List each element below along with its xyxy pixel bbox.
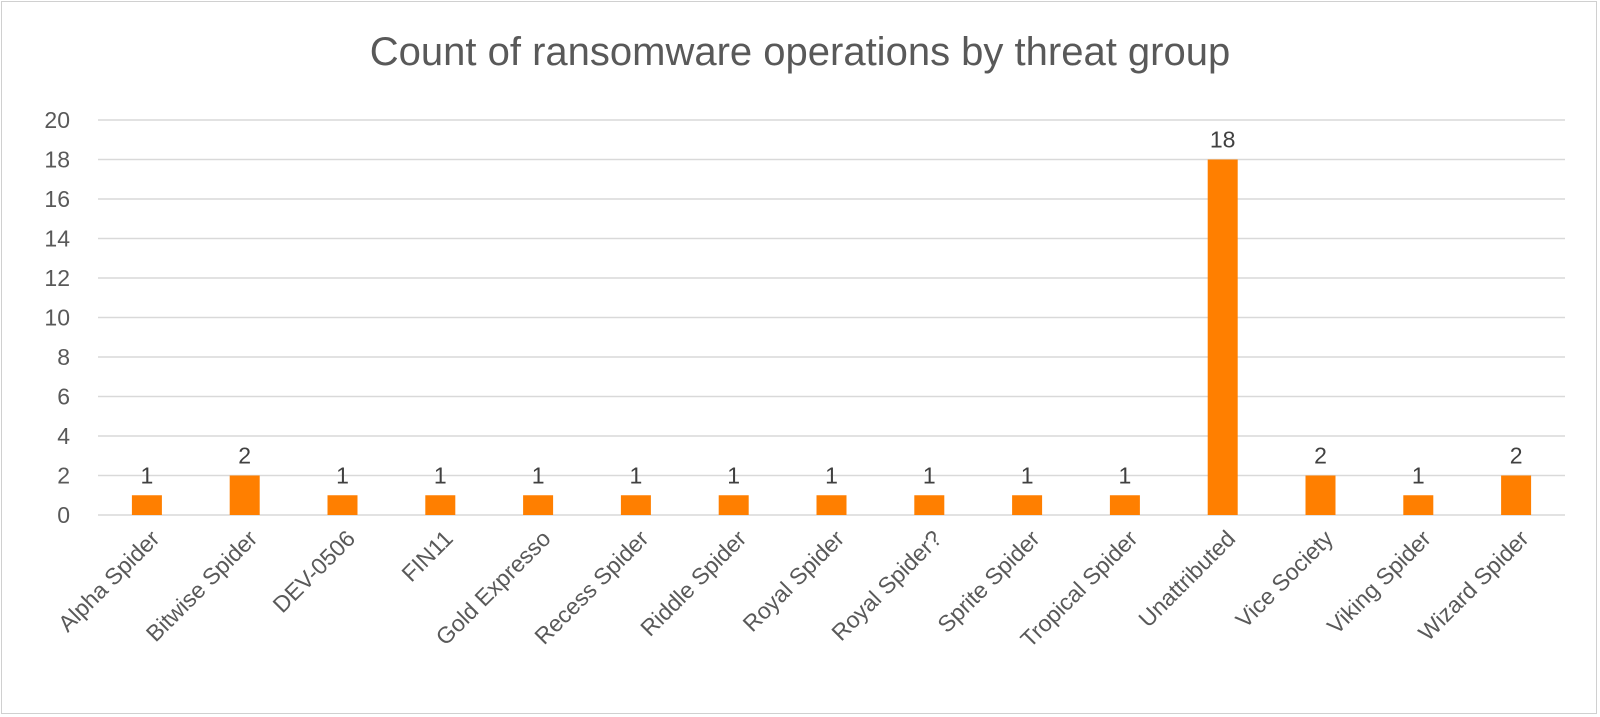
y-tick-label: 2: [57, 463, 70, 489]
data-label: 2: [238, 443, 251, 469]
data-label: 1: [434, 462, 447, 488]
bar: [131, 495, 162, 515]
gridlines: [98, 119, 1565, 516]
data-label: 1: [1021, 462, 1034, 488]
bar: [523, 495, 554, 515]
y-axis-ticks: 0 2 4 6 8 10 12 14 16 18 20: [44, 107, 70, 528]
data-label: 1: [923, 462, 936, 488]
data-label: 1: [1119, 462, 1132, 488]
data-label: 1: [336, 462, 349, 488]
data-label: 1: [630, 462, 643, 488]
y-tick-label: 8: [57, 344, 70, 370]
data-label: 1: [1412, 462, 1425, 488]
data-label: 1: [141, 462, 154, 488]
bar: [620, 495, 651, 515]
y-tick-label: 12: [44, 265, 70, 291]
category-label: Vice Society: [1230, 525, 1338, 633]
bar: [1501, 475, 1532, 515]
data-label: 2: [1314, 443, 1327, 469]
bars: [131, 159, 1532, 515]
y-tick-label: 16: [44, 186, 70, 212]
category-label: Unattributed: [1133, 525, 1240, 632]
bar: [1109, 495, 1140, 515]
bar: [229, 475, 260, 515]
bar: [1305, 475, 1336, 515]
bar: [914, 495, 945, 515]
bar: [816, 495, 847, 515]
bar: [1012, 495, 1043, 515]
data-label: 1: [727, 462, 740, 488]
bar: [1403, 495, 1434, 515]
chart-title: Count of ransomware operations by threat…: [369, 30, 1231, 74]
data-label: 18: [1210, 127, 1236, 153]
category-label: FIN11: [396, 525, 457, 586]
bar: [425, 495, 456, 515]
y-tick-label: 20: [44, 107, 70, 133]
y-tick-label: 0: [57, 502, 70, 528]
y-tick-label: 14: [44, 226, 70, 252]
category-label: DEV-0506: [268, 525, 361, 618]
y-tick-label: 10: [44, 305, 70, 331]
data-label: 2: [1510, 443, 1523, 469]
bar: [327, 495, 358, 515]
y-tick-label: 4: [57, 423, 70, 449]
bar: [718, 495, 749, 515]
data-labels: 1 2 1 1 1 1 1 1 1 1 1 18 2 1 2: [141, 127, 1523, 489]
data-label: 1: [532, 462, 545, 488]
data-label: 1: [825, 462, 838, 488]
y-tick-label: 18: [44, 147, 70, 173]
bar: [1207, 159, 1238, 515]
y-tick-label: 6: [57, 384, 70, 410]
category-label: Riddle Spider: [635, 525, 751, 641]
